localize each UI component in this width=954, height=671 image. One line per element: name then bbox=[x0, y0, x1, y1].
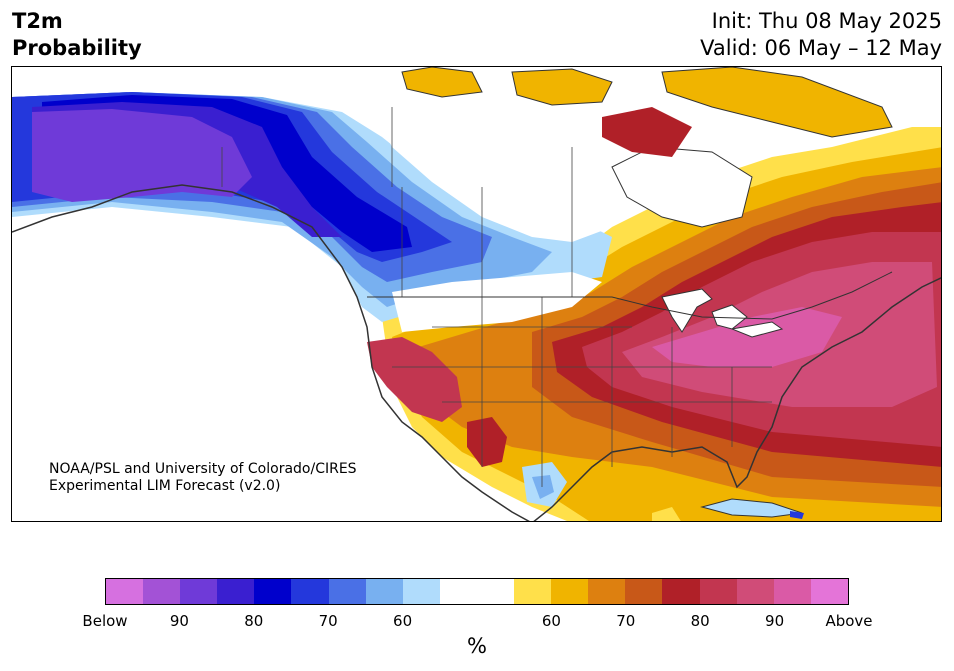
colorbar-segment bbox=[180, 579, 218, 604]
canada-us-border bbox=[367, 271, 893, 320]
map-title: T2m Probability bbox=[12, 8, 142, 62]
colorbar-segment bbox=[551, 579, 589, 604]
colorbar-tick-label: 80 bbox=[690, 612, 710, 630]
near-normal-band bbox=[372, 107, 612, 242]
title-type: Probability bbox=[12, 36, 142, 60]
cool-region-violet bbox=[32, 109, 252, 202]
baffin-red bbox=[602, 107, 692, 157]
great-lakes bbox=[661, 288, 784, 338]
colorbar-tick-label: 80 bbox=[244, 612, 264, 630]
colorbar-segment bbox=[699, 579, 737, 604]
colorbar-segment bbox=[365, 579, 403, 604]
colorbar-tick-label: 60 bbox=[393, 612, 413, 630]
hudson-bay bbox=[611, 146, 753, 228]
colorbar-tick-label: 70 bbox=[318, 612, 338, 630]
coastline bbox=[12, 184, 530, 521]
southwest-warm-red bbox=[367, 337, 462, 422]
title-variable: T2m bbox=[12, 9, 63, 33]
colorbar-segment bbox=[736, 579, 774, 604]
mexico-cool-mid bbox=[532, 475, 554, 499]
colorbar-segment bbox=[254, 579, 292, 604]
colorbar-segment bbox=[588, 579, 626, 604]
colorbar bbox=[105, 578, 849, 605]
near-normal-central bbox=[392, 272, 602, 332]
colorbar-tick-label: 60 bbox=[541, 612, 561, 630]
credit-line2: Experimental LIM Forecast (v2.0) bbox=[49, 478, 281, 494]
colorbar-segment bbox=[439, 579, 477, 604]
colorbar-segment bbox=[810, 579, 848, 604]
arctic-islands bbox=[401, 67, 893, 138]
colorbar-segment bbox=[402, 579, 440, 604]
map-canvas bbox=[12, 67, 941, 521]
warm-region-magenta bbox=[652, 307, 842, 367]
colorbar-tick-label: Above bbox=[825, 612, 873, 630]
colorbar-tick-label: 90 bbox=[169, 612, 189, 630]
colorbar-segment bbox=[773, 579, 811, 604]
colorbar-segment bbox=[291, 579, 329, 604]
colorbar-segment bbox=[217, 579, 255, 604]
colorbar-segment bbox=[143, 579, 181, 604]
colorbar-segment bbox=[662, 579, 700, 604]
colorbar-segment bbox=[625, 579, 663, 604]
gulf-coast bbox=[533, 277, 941, 521]
valid-range: Valid: 06 May – 12 May bbox=[700, 36, 942, 60]
forecast-map bbox=[11, 66, 942, 522]
colorbar-segment bbox=[476, 579, 515, 604]
credit-text: NOAA/PSL and University of Colorado/CIRE… bbox=[49, 461, 357, 495]
cuba-tip bbox=[790, 511, 804, 519]
colorbar-unit: % bbox=[467, 634, 487, 658]
colorbar-tick-label: Below bbox=[82, 612, 128, 630]
colorbar-tick-label: 70 bbox=[616, 612, 636, 630]
colorbar-segment bbox=[106, 579, 144, 604]
colorbar-segment bbox=[328, 579, 366, 604]
colorbar-tick-label: 90 bbox=[765, 612, 785, 630]
init-date: Init: Thu 08 May 2025 bbox=[711, 9, 942, 33]
colorbar-segment bbox=[514, 579, 552, 604]
yucatan-yellow bbox=[652, 507, 681, 521]
texas-warm-red bbox=[467, 417, 507, 467]
forecast-dates: Init: Thu 08 May 2025 Valid: 06 May – 12… bbox=[700, 8, 942, 62]
credit-line1: NOAA/PSL and University of Colorado/CIRE… bbox=[49, 461, 357, 477]
